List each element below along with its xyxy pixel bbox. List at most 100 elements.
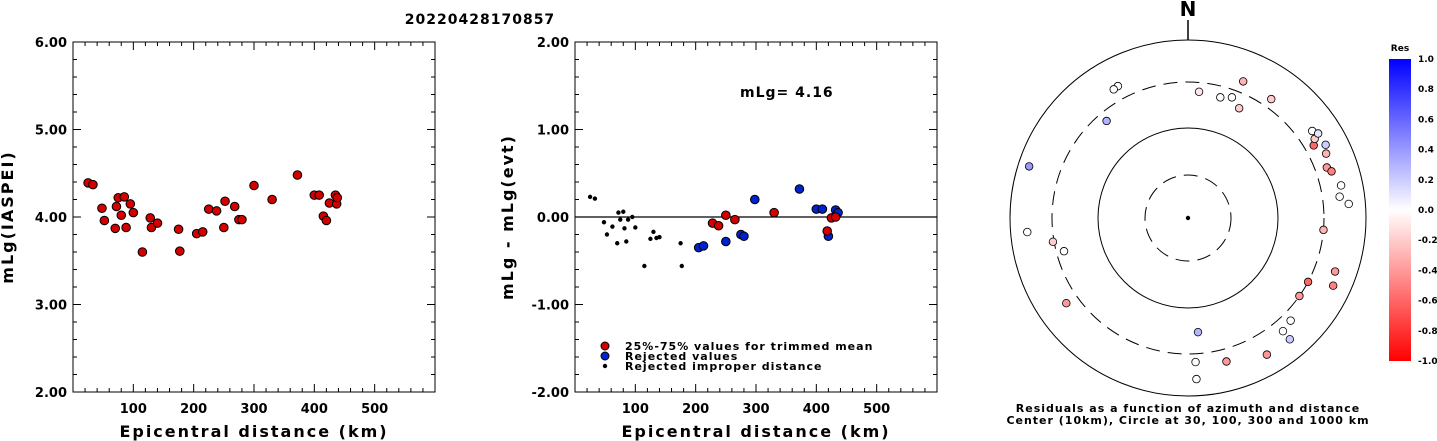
- colorbar: Res 1.0 0.8 0.6 0.4 0.2 0.0 -0.2 -0.4 -0.6 -0.8 -1…: [1389, 44, 1437, 367]
- colorbar-gradient: [1389, 59, 1411, 361]
- panel-azimuth-residuals: N Residuals as a function of azimuth and…: [1006, 0, 1368, 427]
- trimmed-mean-point: [713, 220, 724, 231]
- x-tick-label: 100: [120, 402, 147, 417]
- legend-label-red: 25%-75% values for trimmed mean: [625, 340, 873, 353]
- station-residual-point: [1327, 167, 1336, 176]
- caption-line-1: Residuals as a function of azimuth and d…: [1016, 402, 1360, 415]
- rejected-distance-point: [651, 229, 656, 235]
- y-tick-label: -2.00: [532, 386, 569, 401]
- panel-residual-vs-distance: 100 200 300 400 500 -2.00 -1.00 0.00 1.00 2.00 mL…: [498, 36, 938, 441]
- station-residual-point: [1234, 104, 1244, 113]
- y-axis-label-1: mLg(IASPEI): [0, 150, 17, 283]
- y-tick-label: 2.00: [35, 386, 67, 401]
- mlg-annotation: mLg= 4.16: [740, 85, 834, 101]
- station-residual-point: [1319, 225, 1328, 235]
- station-residual-point: [1194, 87, 1204, 97]
- data-point-red: [145, 213, 156, 223]
- colorbar-tick-label: -0.4: [1418, 266, 1437, 276]
- x-axis-label-2: Epicentral distance (km): [621, 422, 890, 441]
- data-point-red: [97, 203, 107, 214]
- station-residual-point: [1023, 227, 1032, 237]
- station-residual-point: [1109, 85, 1118, 94]
- station-residual-point: [1313, 129, 1323, 138]
- data-point-red: [203, 204, 214, 214]
- data-point-red: [220, 196, 230, 207]
- colorbar-tick-label: 1.0: [1418, 55, 1434, 65]
- station-residual-point: [1048, 237, 1058, 247]
- rejected-value-point: [817, 204, 828, 214]
- rejected-distance-point: [678, 241, 683, 246]
- rejected-distance-point: [618, 217, 623, 222]
- station-residual-point: [1335, 192, 1344, 201]
- x-tick-label: 300: [742, 402, 769, 417]
- station-residual-point: [1303, 277, 1313, 287]
- trimmed-mean-point: [769, 207, 779, 218]
- ring-1000km: [1009, 39, 1367, 397]
- rejected-distance-point: [648, 236, 653, 242]
- station-residual-point: [1328, 281, 1338, 290]
- station-residual-point: [1321, 149, 1331, 158]
- station-residual-point: [1285, 335, 1295, 344]
- x-tick-label: 400: [301, 402, 328, 417]
- rejected-distance-point: [633, 225, 638, 230]
- data-point-red: [219, 222, 229, 233]
- colorbar-tick-label: -1.0: [1418, 357, 1437, 367]
- colorbar-tick-label: 0.4: [1418, 146, 1434, 156]
- y-tick-label: 4.00: [35, 211, 67, 226]
- rejected-distance-point: [616, 210, 621, 215]
- data-point-red: [292, 170, 303, 180]
- data-point-red: [111, 201, 122, 212]
- y-tick-label: -1.00: [532, 299, 569, 314]
- plot-frame-1: [72, 41, 436, 393]
- data-point-red: [88, 179, 98, 190]
- data-point-red: [137, 247, 148, 257]
- station-residual-point: [1267, 94, 1276, 104]
- station-residual-point: [1024, 162, 1034, 171]
- data-point-red: [229, 201, 240, 212]
- data-point-red: [174, 246, 185, 256]
- station-residual-point: [1227, 93, 1237, 102]
- rejected-value-point: [749, 194, 760, 205]
- data-point-red: [99, 215, 110, 226]
- station-residual-point: [1222, 357, 1231, 366]
- x-tick-label: 500: [863, 402, 890, 417]
- rejected-distance-point: [679, 263, 684, 269]
- y-tick-label: 3.00: [35, 299, 67, 314]
- station-residual-point: [1192, 374, 1201, 384]
- data-point-red: [116, 210, 127, 221]
- trimmed-mean-point: [721, 210, 731, 221]
- station-residual-point: [1344, 199, 1353, 209]
- rejected-distance-point: [630, 214, 635, 220]
- data-point-red: [152, 218, 163, 228]
- data-point-red: [321, 215, 332, 226]
- panel-mlg-vs-distance: 100 200 300 400 500 2.00 3.00 4.00 5.00 6.00 Epic…: [0, 36, 436, 441]
- x-axis-label-1: Epicentral distance (km): [119, 422, 388, 441]
- station-residual-point: [1191, 357, 1200, 367]
- legend-marker-red: [600, 341, 610, 351]
- data-point-red: [197, 227, 208, 237]
- station-residual-point: [1102, 116, 1111, 126]
- rejected-value-point: [721, 236, 731, 247]
- legend-label-black: Rejected improper distance: [625, 360, 822, 373]
- colorbar-tick-label: 0.8: [1418, 85, 1434, 95]
- data-point-red: [119, 192, 130, 202]
- data-point-red: [237, 214, 247, 225]
- colorbar-tick-label: -0.6: [1418, 297, 1437, 307]
- y-tick-label: 2.00: [537, 36, 569, 51]
- rejected-distance-point: [610, 224, 615, 229]
- x-tick-label: 200: [682, 402, 709, 417]
- station-residual-point: [1286, 316, 1295, 325]
- center-point: [1185, 215, 1191, 221]
- rejected-value-point: [698, 241, 709, 251]
- figure-title: 20220428170857: [405, 12, 555, 28]
- station-residual-point: [1295, 291, 1304, 301]
- data-point-red: [332, 192, 343, 203]
- rejected-distance-point: [592, 196, 598, 201]
- colorbar-title: Res: [1391, 44, 1409, 54]
- rejected-distance-point: [601, 220, 607, 225]
- data-point-red: [121, 222, 131, 233]
- station-residual-point: [1330, 267, 1340, 276]
- legend-marker-blue: [600, 351, 610, 361]
- legend-label-blue: Rejected values: [625, 350, 738, 363]
